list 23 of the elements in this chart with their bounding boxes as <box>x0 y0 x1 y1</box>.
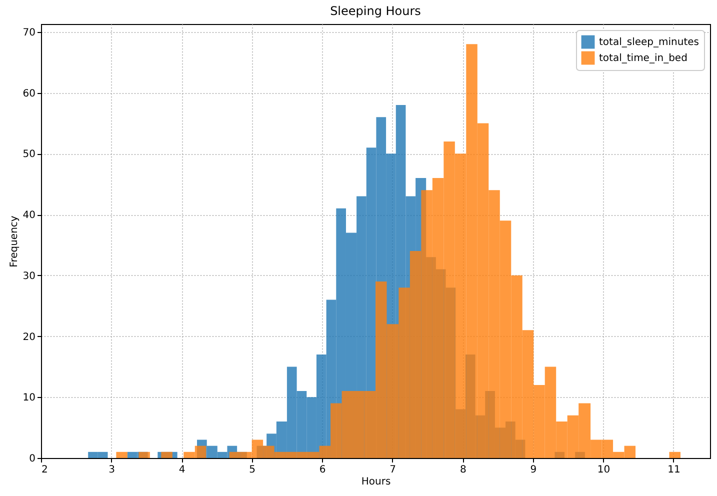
legend-label: total_time_in_bed <box>599 53 688 64</box>
x-tick-label: 11 <box>668 464 680 476</box>
x-tick-label: 9 <box>530 464 537 476</box>
legend-label: total_sleep_minutes <box>599 37 699 48</box>
y-tick-label: 70 <box>22 27 36 38</box>
y-axis-title: Frequency <box>8 216 20 268</box>
x-tick-label: 7 <box>390 464 396 476</box>
x-tick-label: 3 <box>108 464 115 476</box>
x-tick-label: 5 <box>249 464 256 476</box>
x-axis-title: Hours <box>361 476 391 488</box>
x-tick-label: 8 <box>460 464 466 476</box>
x-tick-label: 6 <box>319 464 326 476</box>
y-tick-label: 20 <box>22 332 36 343</box>
y-tick-label: 30 <box>22 270 36 282</box>
x-tick-label: 2 <box>42 464 48 476</box>
x-tick-label: 4 <box>178 464 186 476</box>
y-tick-label: 50 <box>22 149 36 160</box>
x-tick-label: 10 <box>597 464 610 476</box>
y-tick-label: 10 <box>22 392 36 404</box>
y-tick-label: 0 <box>29 454 36 464</box>
y-tick-label: 40 <box>22 210 36 222</box>
chart-title: Sleeping Hours <box>330 4 421 18</box>
y-tick-label: 60 <box>22 88 36 100</box>
